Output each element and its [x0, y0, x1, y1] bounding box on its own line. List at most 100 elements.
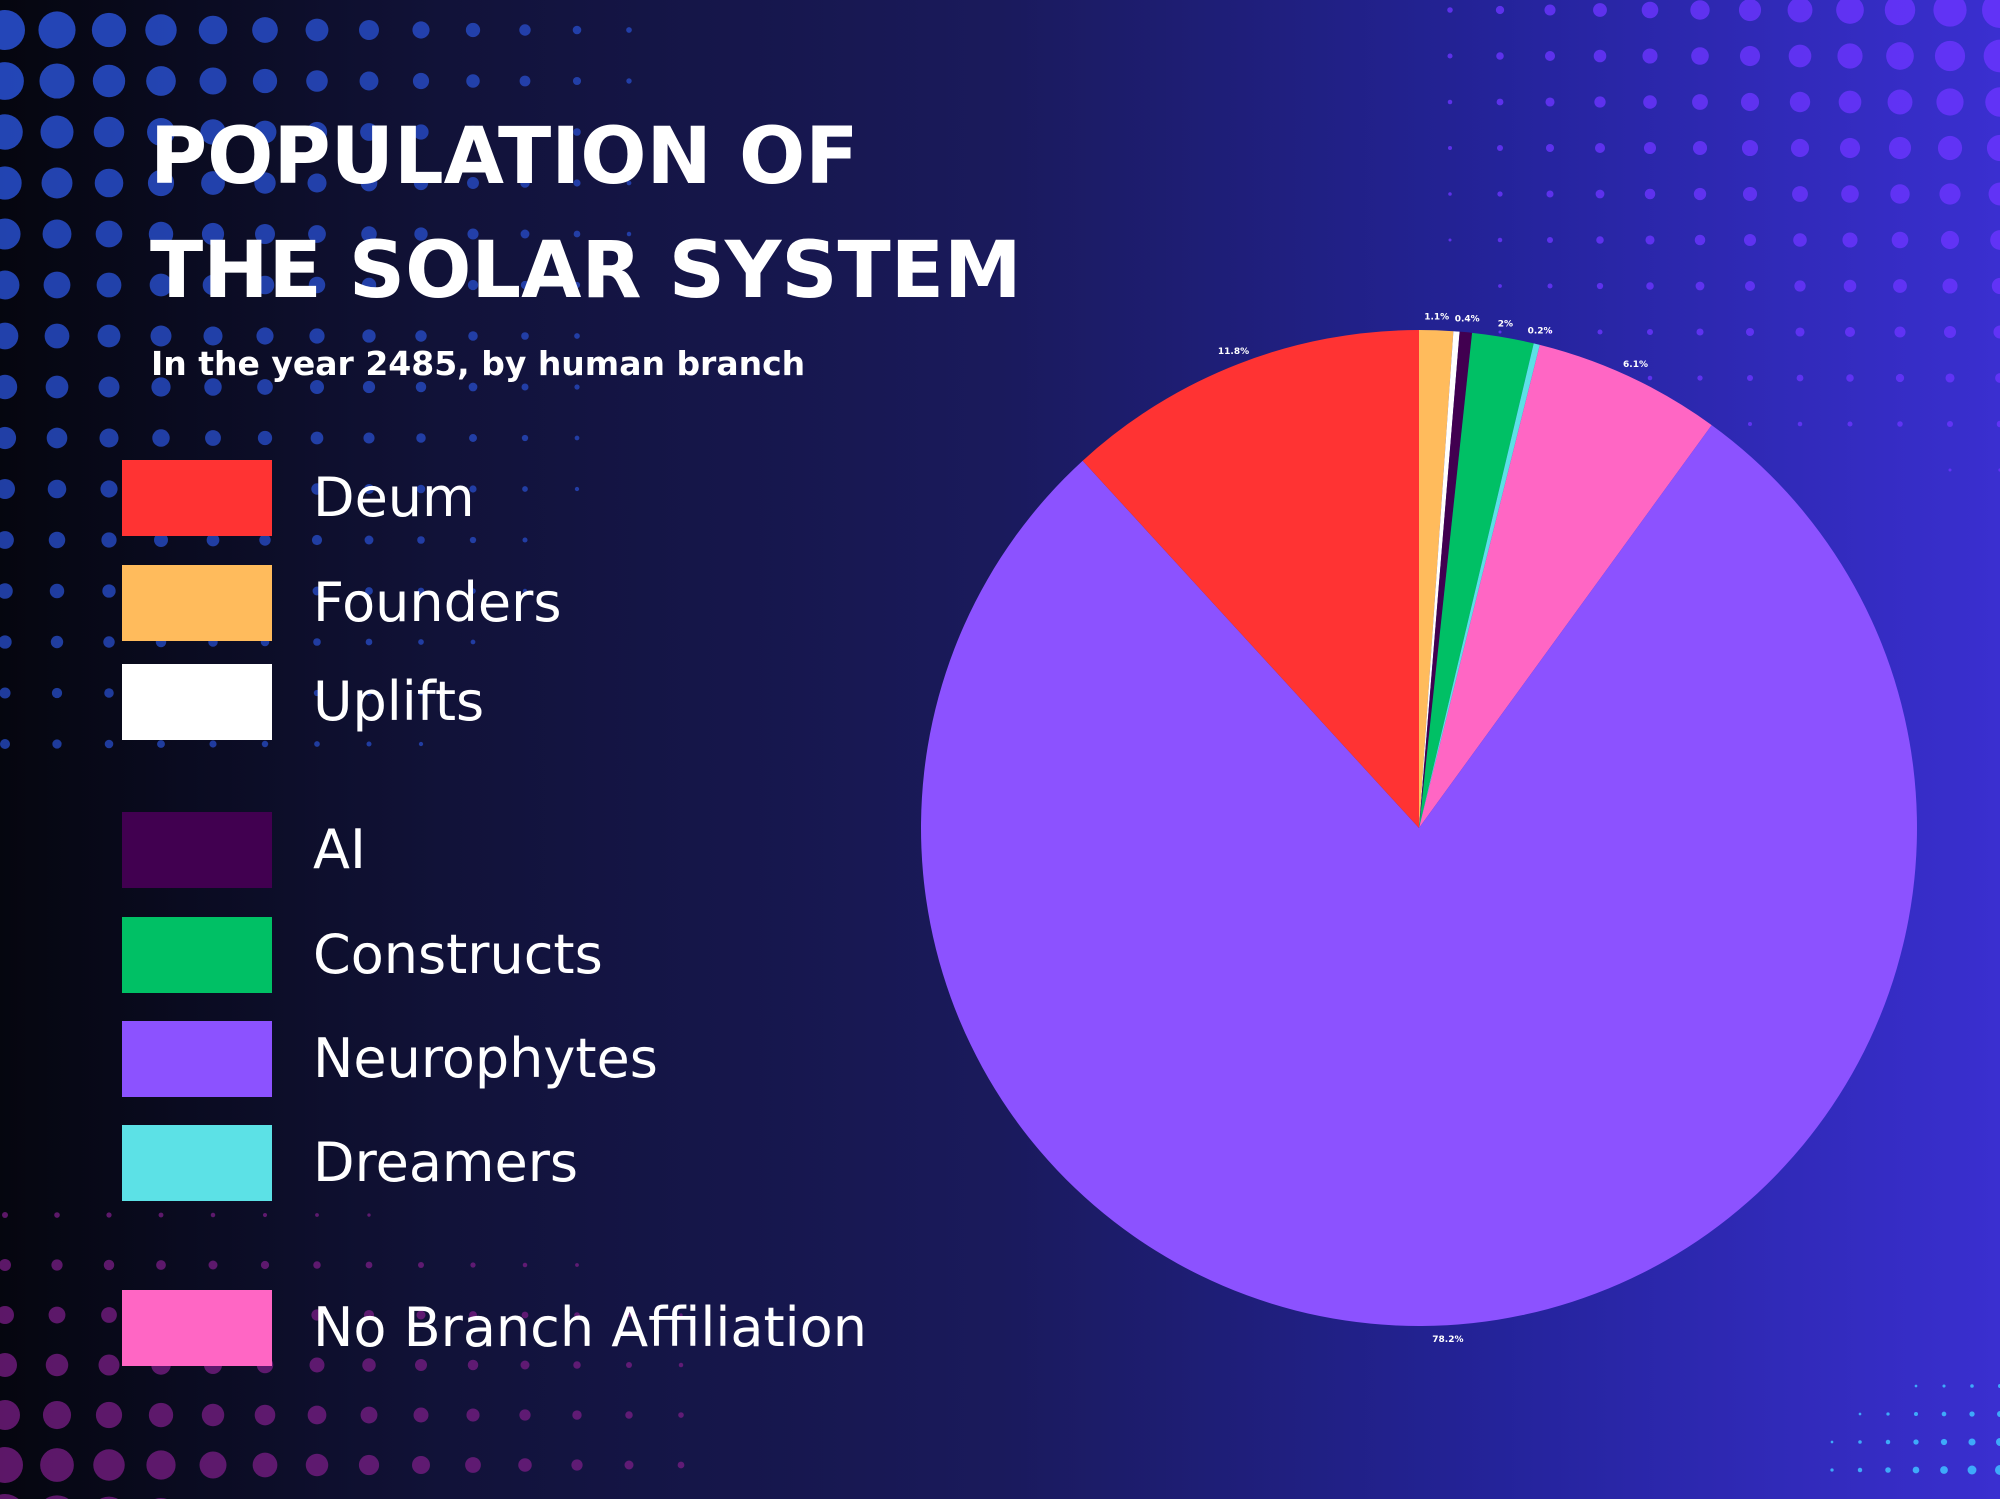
decor-dot [574, 486, 580, 492]
decor-dot [0, 531, 14, 549]
decor-dot [306, 121, 328, 143]
decor-dot [1890, 184, 1910, 204]
decor-dot [0, 426, 17, 450]
decor-dot [1991, 277, 2000, 295]
decor-dot [1983, 39, 2000, 73]
decor-dot [0, 687, 11, 699]
decor-dot [470, 639, 476, 645]
slice-label-constructs: 2% [1498, 319, 1513, 329]
pie-slice-uplifts [1419, 331, 1460, 828]
decor-dot [54, 1212, 60, 1218]
decor-dot [418, 690, 424, 696]
decor-dot [1943, 325, 1957, 339]
chart-subtitle: In the year 2485, by human branch [151, 344, 806, 383]
decor-dot [252, 68, 278, 94]
title-line-2: THE SOLAR SYSTEM [150, 226, 1022, 316]
decor-dot [148, 221, 174, 247]
decor-dot [572, 25, 582, 35]
decor-dot [1797, 421, 1803, 427]
legend-label-constructs: Constructs [313, 923, 603, 986]
decor-dot [1447, 7, 1453, 13]
decor-dot [521, 434, 529, 442]
decor-dot [1934, 40, 1966, 72]
decor-dot [255, 224, 275, 244]
decor-dot [252, 1452, 278, 1478]
decor-dot [95, 1401, 123, 1429]
decor-dot [519, 1409, 531, 1421]
decor-dot [0, 583, 13, 599]
decor-dot [1642, 48, 1658, 64]
decor-dot [310, 431, 324, 445]
decor-dot [1646, 328, 1654, 336]
decor-dot [519, 126, 531, 138]
decor-dot [416, 433, 426, 443]
decor-dot [308, 225, 326, 243]
decor-dot [51, 687, 63, 699]
decor-dot [45, 1495, 69, 1499]
decor-dot [414, 278, 428, 292]
decor-dot [255, 275, 275, 295]
decor-dot [0, 10, 25, 50]
decor-dot [102, 584, 116, 598]
decor-dot [1546, 236, 1554, 244]
pie-slice-no-branch-affiliation [1419, 344, 1712, 828]
decor-dot [1739, 45, 1761, 67]
decor-dot [1691, 47, 1709, 65]
decor-dot [520, 229, 530, 239]
decor-dot [518, 1458, 532, 1472]
decor-dot [365, 1261, 373, 1269]
decor-dot [154, 533, 168, 547]
decor-dot [571, 1459, 583, 1471]
decor-dot [313, 689, 321, 697]
decor-dot [418, 741, 424, 747]
decor-dot [2, 1212, 8, 1218]
slice-label-ai: 0.4% [1455, 314, 1480, 324]
decor-dot [414, 227, 428, 241]
decor-dot [677, 1461, 685, 1469]
decor-dot [0, 1447, 23, 1483]
decor-dot [152, 429, 170, 447]
decor-dot [626, 231, 632, 237]
decor-dot [1969, 1411, 1975, 1417]
decor-dot [1940, 230, 1960, 250]
decor-dot [103, 1259, 115, 1271]
decor-dot [0, 479, 15, 499]
decor-dot [1546, 190, 1554, 198]
decor-dot [104, 688, 114, 698]
decor-dot [362, 329, 376, 343]
legend-swatch-deum [122, 460, 272, 536]
decor-dot [309, 1357, 325, 1373]
decor-dot [1838, 90, 1862, 114]
decor-dot [254, 172, 276, 194]
decor-dot [520, 178, 530, 188]
decor-dot [1948, 468, 1952, 472]
decor-dot [0, 166, 22, 200]
decor-dot [626, 180, 632, 186]
legend-swatch-dreamers [122, 1125, 272, 1201]
decor-dot [1970, 1384, 1974, 1388]
decor-dot [1933, 0, 1967, 27]
decor-dot [1885, 1439, 1891, 1445]
decor-dot [1842, 232, 1858, 248]
slice-label-founders: 1.1% [1424, 312, 1449, 322]
legend-swatch-uplifts [122, 664, 272, 740]
decor-dot [0, 374, 18, 400]
decor-dot [208, 1260, 218, 1270]
decor-dot [95, 220, 123, 248]
decor-dot [93, 116, 125, 148]
decor-dot [1647, 375, 1653, 381]
decor-dot [0, 635, 12, 649]
decor-dot [1787, 0, 1813, 23]
decor-dot [307, 173, 327, 193]
decor-dot [573, 1361, 581, 1369]
decor-dot [574, 435, 580, 441]
decor-dot [310, 380, 324, 394]
decor-dot [48, 531, 66, 549]
decor-dot [470, 588, 476, 594]
decor-dot [1995, 1465, 2000, 1475]
decor-dot [1913, 1439, 1919, 1445]
decor-dot [366, 741, 372, 747]
decor-dot [201, 222, 225, 246]
